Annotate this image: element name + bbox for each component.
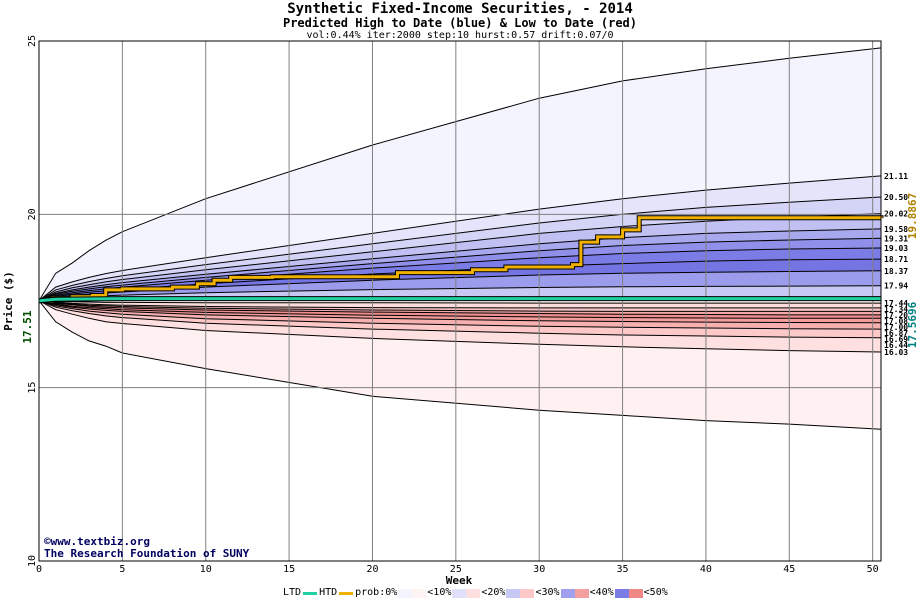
series-line-htd: [39, 216, 883, 303]
right-band-label-13: 17.00: [884, 323, 908, 332]
title-block: Synthetic Fixed-Income Securities, - 201…: [0, 1, 920, 42]
y-axis-ticks: 10 15 20 25: [27, 35, 38, 567]
right-band-label-9: 17.44: [884, 299, 908, 308]
x-tick-label-1: 5: [119, 564, 125, 575]
legend-htd: HTD: [319, 587, 355, 599]
y-tick-label-2: 20: [27, 208, 38, 220]
legend-prob-item-4: <50%: [614, 587, 668, 599]
right-band-label-17: 16.03: [884, 348, 908, 357]
credit-website: ©www.textbiz.org: [44, 535, 150, 548]
legend-htd-swatch: [339, 591, 354, 595]
x-tick-label-0: 0: [36, 564, 42, 575]
htd-final-label: 19.8867: [906, 193, 919, 239]
x-tick-label-10: 50: [867, 564, 879, 575]
legend-swatch-blue-3: [560, 588, 575, 598]
right-band-label-3: 19.58: [884, 225, 908, 234]
right-band-label-15: 16.69: [884, 335, 908, 344]
right-band-label-16: 16.44: [884, 341, 908, 350]
y-axis-label: Price ($): [2, 271, 15, 331]
legend-prob-item-1: <20%: [451, 587, 505, 599]
credit-organization: The Research Foundation of SUNY: [44, 547, 250, 560]
legend-swatch-red-3: [574, 588, 589, 598]
legend-swatch-red-2: [520, 588, 535, 598]
legend-prob-item-3: <40%: [560, 587, 614, 599]
x-tick-label-5: 25: [450, 564, 462, 575]
legend-swatch-blue-2: [506, 588, 521, 598]
legend-ltd-label: LTD: [283, 587, 302, 598]
series-line-ltd: [38, 297, 881, 303]
right-band-label-8: 17.94: [884, 282, 908, 291]
right-band-label-0: 21.11: [884, 172, 908, 181]
x-tick-label-8: 40: [700, 564, 712, 575]
x-axis-label: Week: [446, 574, 473, 587]
legend-prob-item-0: <10%: [397, 587, 451, 599]
legend-prob-prefix: prob:0%: [355, 587, 398, 598]
right-band-label-7: 18.37: [884, 267, 908, 276]
x-tick-label-3: 15: [283, 564, 295, 575]
legend-swatch-red-0: [412, 588, 427, 598]
legend: LTD HTD prob:0% <10% <20% <30% <40% <50%: [283, 587, 668, 599]
legend-swatch-blue-0: [398, 588, 413, 598]
x-axis-ticks: 0 5 10 15 20 25 30 35 40 45 50: [36, 564, 879, 575]
legend-swatch-blue-1: [452, 588, 467, 598]
legend-swatch-red-4: [628, 588, 643, 598]
chart-subtitle: Predicted High to Date (blue) & Low to D…: [282, 16, 637, 30]
legend-prob-label-3: <40%: [589, 587, 614, 598]
legend-prob-label-1: <20%: [481, 587, 506, 598]
legend-prob-item-2: <30%: [505, 587, 560, 599]
x-tick-label-4: 20: [366, 564, 378, 575]
legend-swatch-blue-4: [614, 588, 629, 598]
right-band-label-14: 16.87: [884, 329, 908, 338]
legend-prob-label-0: <10%: [427, 587, 452, 598]
right-band-label-1: 20.50: [884, 193, 908, 202]
legend-swatch-red-1: [466, 588, 481, 598]
y-tick-label-1: 15: [27, 382, 38, 394]
right-band-label-6: 18.71: [884, 255, 908, 264]
x-tick-label-6: 30: [533, 564, 545, 575]
right-band-label-4: 19.31: [884, 234, 908, 243]
probability-bands: [38, 47, 882, 430]
ltd-final-label: 17.5696: [906, 301, 919, 348]
series-lines: [38, 215, 884, 304]
right-band-label-5: 19.03: [884, 244, 908, 253]
right-band-label-11: 17.20: [884, 311, 908, 320]
x-tick-label-9: 45: [783, 564, 795, 575]
right-band-label-2: 20.02: [884, 210, 908, 219]
legend-prob-items: <10% <20% <30% <40% <50%: [397, 587, 668, 599]
legend-prob-label-2: <30%: [535, 587, 560, 598]
x-tick-label-2: 10: [200, 564, 212, 575]
right-band-label-12: 17.08: [884, 317, 908, 326]
x-tick-label-7: 35: [617, 564, 629, 575]
y-tick-label-0: 10: [27, 555, 38, 567]
chart-title: Synthetic Fixed-Income Securities, - 201…: [287, 1, 633, 17]
legend-htd-label: HTD: [319, 587, 338, 598]
start-price-label: 17.51: [21, 310, 34, 343]
legend-ltd: LTD: [283, 587, 319, 599]
simulation-params: vol:0.44% iter:2000 step:10 hurst:0.57 d…: [306, 30, 614, 41]
plot-frame: [38, 40, 882, 562]
right-band-label-10: 17.34: [884, 305, 908, 314]
legend-ltd-swatch: [303, 591, 318, 595]
y-tick-label-3: 25: [27, 35, 38, 47]
legend-prob-label-4: <50%: [643, 587, 668, 598]
